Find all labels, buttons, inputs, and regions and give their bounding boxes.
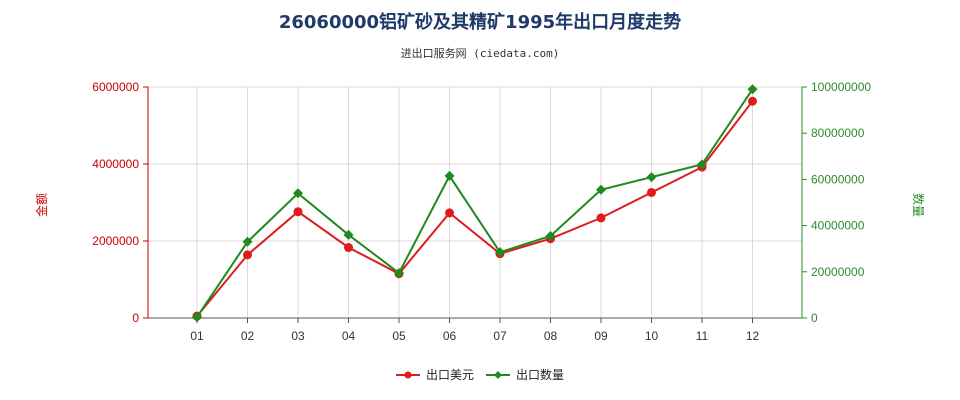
legend: 出口美元 出口数量: [396, 367, 564, 382]
left-axis-label: 金额: [34, 193, 49, 217]
grid: [147, 86, 803, 319]
point-usd-12: [748, 96, 757, 106]
point-usd-09: [596, 213, 606, 223]
left-axis-ticks: 0 2000000 4000000 6000000: [92, 80, 148, 325]
right-tick-label: 0: [811, 311, 818, 325]
x-tick-label: 06: [443, 329, 457, 343]
point-qty-11: [697, 159, 707, 170]
legend-label-qty: 出口数量: [516, 367, 564, 382]
x-tick-label: 11: [696, 329, 709, 343]
chart-title: 26060000铝矿砂及其精矿1995年出口月度走势: [279, 11, 681, 33]
x-tick-label: 09: [594, 329, 608, 343]
point-qty-12: [747, 84, 758, 95]
right-axis-label: 数量: [911, 193, 926, 217]
point-qty-09: [596, 184, 606, 195]
point-qty-01: [192, 312, 202, 323]
x-tick-label: 08: [544, 329, 558, 343]
plot-frame: [147, 86, 803, 319]
x-tick-label: 05: [392, 329, 406, 343]
point-qty-02: [242, 236, 253, 247]
series-group: [192, 84, 758, 323]
point-qty-05: [394, 267, 404, 278]
right-tick-label: 40000000: [811, 219, 865, 233]
point-usd-04: [344, 243, 353, 253]
point-usd-06: [445, 208, 454, 218]
series-line-0: [196, 100, 754, 317]
x-axis-ticks: 01 02 03 04 05 06 07 08 09 10 11 12: [190, 318, 759, 343]
legend-item-qty: 出口数量: [486, 367, 564, 382]
x-tick-label: 10: [645, 329, 659, 343]
point-qty-04: [343, 229, 354, 240]
x-tick-label: 04: [342, 329, 356, 343]
point-qty-10: [646, 172, 657, 183]
right-tick-label: 60000000: [811, 172, 865, 186]
left-tick-label: 2000000: [92, 234, 139, 248]
point-usd-03: [293, 207, 303, 217]
series-line-1: [196, 88, 754, 318]
right-tick-label: 100000000: [811, 80, 871, 94]
x-tick-label: 02: [241, 329, 255, 343]
axes: [147, 87, 803, 319]
point-usd-10: [647, 187, 656, 197]
left-tick-label: 6000000: [92, 80, 139, 94]
point-qty-07: [495, 247, 505, 258]
x-tick-label: 01: [190, 329, 204, 343]
x-tick-label: 03: [291, 329, 305, 343]
point-qty-08: [545, 230, 556, 241]
point-qty-03: [293, 188, 303, 199]
left-tick-label: 0: [132, 311, 139, 325]
right-axis-ticks: 0 20000000 40000000 60000000 80000000 1000000…: [802, 80, 871, 325]
chart-subtitle: 进出口服务网 (ciedata.com): [401, 46, 560, 60]
legend-label-usd: 出口美元: [426, 368, 474, 382]
right-tick-label: 80000000: [811, 126, 865, 140]
point-qty-06: [444, 170, 455, 181]
legend-item-usd: 出口美元: [396, 368, 474, 382]
x-tick-label: 12: [746, 329, 760, 343]
x-tick-label: 07: [493, 329, 507, 343]
right-tick-label: 20000000: [811, 265, 865, 279]
left-tick-label: 4000000: [92, 157, 139, 171]
point-usd-02: [243, 250, 252, 260]
